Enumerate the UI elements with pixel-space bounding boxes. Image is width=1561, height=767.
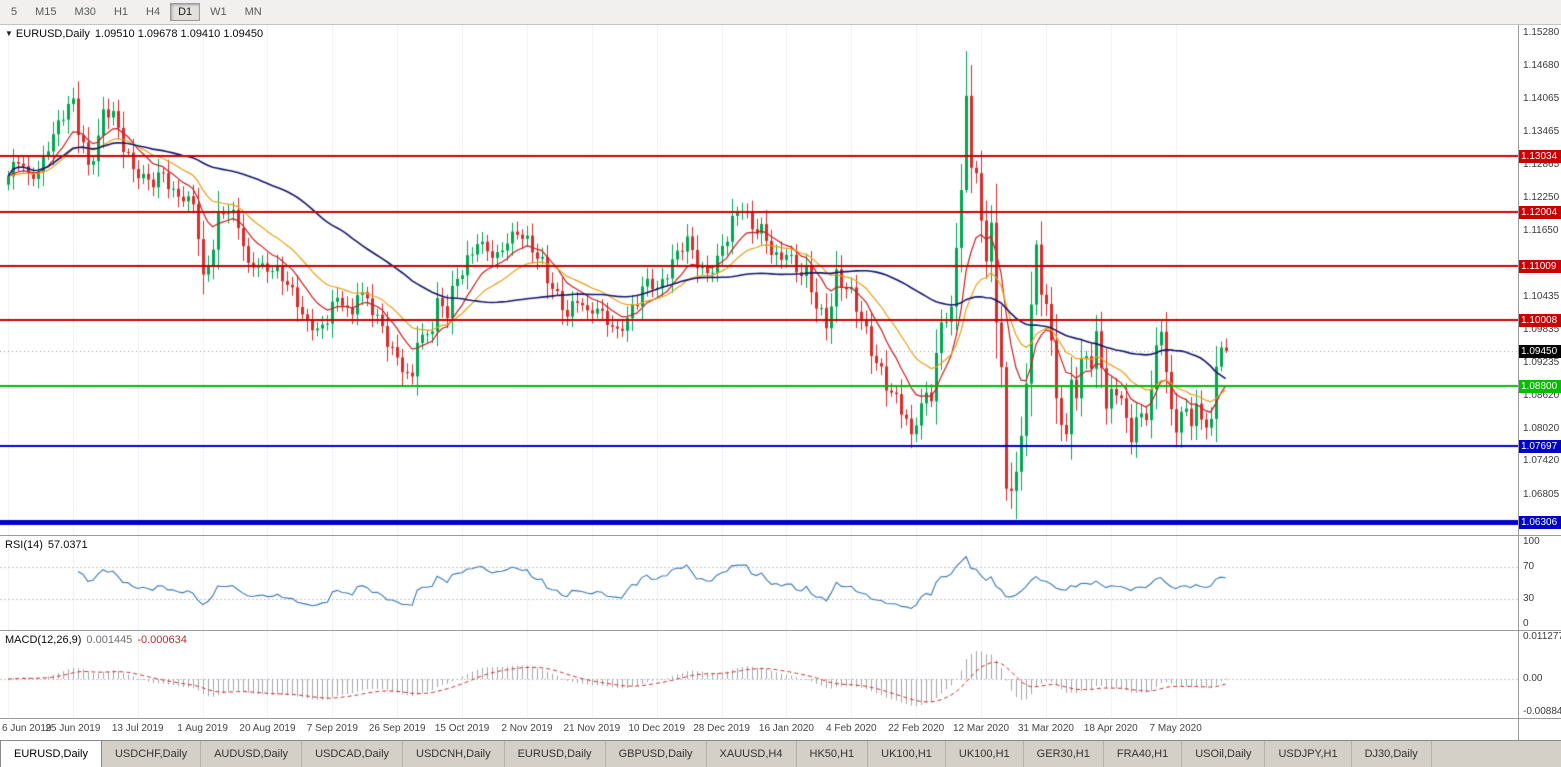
level-price-tag: 1.12004: [1519, 205, 1561, 219]
symbol-tab-audusd-daily[interactable]: AUDUSD,Daily: [201, 741, 303, 767]
panel-separator: [0, 718, 1561, 719]
rsi-tick-label: 100: [1523, 536, 1540, 547]
rsi-panel: RSI(14) 57.0371: [0, 536, 1518, 630]
macd-name: MACD(12,26,9): [5, 634, 82, 646]
date-label: 10 Dec 2019: [628, 723, 686, 734]
timeframe-button-m15[interactable]: M15: [35, 6, 57, 18]
price-tick-label: 1.06805: [1523, 488, 1560, 500]
date-label: 6 Jun 2019: [2, 723, 52, 734]
date-label: 13 Jul 2019: [111, 723, 164, 734]
rsi-tick-label: 30: [1523, 593, 1535, 605]
macd-tick-label: 0.011277: [1523, 631, 1561, 642]
level-price-tag: 1.11009: [1519, 259, 1561, 273]
symbol-tab-uk100-h1[interactable]: UK100,H1: [945, 741, 1024, 767]
rsi-tick-label: 70: [1523, 560, 1535, 572]
timeframe-button-w1[interactable]: W1: [210, 6, 227, 18]
level-price-tag: 1.13034: [1519, 149, 1561, 163]
main-chart-panel: ▼ EURUSD,Daily 1.09510 1.09678 1.09410 1.0…: [0, 25, 1518, 535]
chart-title: ▼ EURUSD,Daily 1.09510 1.09678 1.09410 1.0…: [5, 28, 263, 40]
symbol-tab-hk50-h1[interactable]: HK50,H1: [796, 741, 869, 767]
price-tick-label: 1.11650: [1523, 224, 1559, 236]
current-price-tag: 1.09450: [1519, 344, 1561, 358]
date-label: 1 Aug 2019: [177, 723, 228, 734]
symbol-tab-ger30-h1[interactable]: GER30,H1: [1023, 741, 1104, 767]
symbol-tab-usoil-daily[interactable]: USOil,Daily: [1182, 741, 1266, 767]
rsi-value: 57.0371: [47, 539, 88, 551]
price-tick-label: 1.13465: [1523, 126, 1560, 138]
chart-tab-bar: EURUSD,Daily USDCHF,Daily AUDUSD,Daily USDC…: [0, 740, 1561, 767]
symbol-tab-usdchf-daily[interactable]: USDCHF,Daily: [101, 741, 202, 767]
symbol-tab-uk100-h1[interactable]: UK100,H1: [868, 741, 946, 767]
timeframe-button-d1[interactable]: D1: [170, 3, 201, 21]
price-tick-label: 1.12865: [1523, 158, 1560, 170]
rsi-canvas[interactable]: [0, 536, 1518, 630]
price-tick-label: 1.14065: [1523, 93, 1560, 105]
symbol-tab-eurusd-daily[interactable]: EURUSD,Daily: [0, 741, 102, 767]
macd-panel: MACD(12,26,9) 0.001445 -0.000634: [0, 631, 1518, 718]
date-label: 7 Sep 2019: [306, 723, 358, 734]
price-tick-label: 1.08620: [1523, 390, 1560, 402]
panel-separator[interactable]: [0, 535, 1561, 536]
symbol-tab-xauusd-h4[interactable]: XAUUSD,H4: [706, 741, 797, 767]
level-price-tag: 1.08800: [1519, 380, 1561, 394]
level-price-tag: 1.10008: [1519, 314, 1561, 328]
symbol-tab-eurusd-daily[interactable]: EURUSD,Daily: [504, 741, 606, 767]
date-label: 28 Dec 2019: [693, 723, 750, 734]
macd-main-value: 0.001445: [86, 634, 133, 646]
symbol-tab-usdcad-daily[interactable]: USDCAD,Daily: [302, 741, 404, 767]
level-price-tag: 1.06306: [1519, 516, 1561, 530]
price-tick-label: 1.09235: [1523, 356, 1560, 368]
macd-tick-label: 0.00: [1523, 673, 1543, 685]
price-tick-label: 1.12250: [1523, 192, 1560, 204]
macd-tick-label: -0.008845: [1523, 706, 1561, 717]
price-tick-label: 1.10435: [1523, 291, 1560, 303]
timeframe-button-h1[interactable]: H1: [113, 6, 128, 18]
timeframe-button-mn[interactable]: MN: [244, 6, 262, 18]
price-tick-label: 1.08020: [1523, 422, 1560, 434]
symbol-tab-fra40-h1[interactable]: FRA40,H1: [1103, 741, 1183, 767]
rsi-indicator-label: RSI(14) 57.0371: [5, 539, 88, 551]
rsi-name: RSI(14): [5, 539, 43, 551]
price-tick-label: 1.07420: [1523, 455, 1560, 467]
macd-indicator-label: MACD(12,26,9) 0.001445 -0.000634: [5, 634, 187, 646]
date-label: 12 Mar 2020: [952, 723, 1010, 734]
date-label: 4 Feb 2020: [825, 723, 877, 734]
macd-signal-value: -0.000634: [137, 634, 187, 646]
date-label: 18 Apr 2020: [1083, 723, 1138, 734]
symbol-tab-dj30-daily[interactable]: DJ30,Daily: [1351, 741, 1432, 767]
price-tick-label: 1.14680: [1523, 59, 1560, 71]
ohlc-values: 1.09510 1.09678 1.09410 1.09450: [94, 28, 264, 40]
timeframe-toolbar: 5 M15 M30 H1 H4 D1 W1 MN: [0, 0, 1561, 25]
date-label: 21 Nov 2019: [563, 723, 621, 734]
date-label: 20 Aug 2019: [239, 723, 296, 734]
date-label: 16 Jan 2020: [758, 723, 814, 734]
chart-menu-icon[interactable]: ▼: [5, 29, 13, 38]
date-label: 2 Nov 2019: [501, 723, 553, 734]
price-axis: 1.15280 1.14680 1.14065 1.13465 1.12865 1.122…: [1518, 25, 1561, 740]
rsi-tick-label: 0: [1523, 618, 1529, 629]
symbol-tab-gbpusd-daily[interactable]: GBPUSD,Daily: [605, 741, 707, 767]
date-label: 31 Mar 2020: [1017, 723, 1074, 734]
symbol-period-label: EURUSD,Daily: [15, 28, 90, 40]
macd-canvas[interactable]: [0, 631, 1518, 718]
symbol-tab-usdcnh-daily[interactable]: USDCNH,Daily: [403, 741, 505, 767]
date-label: 15 Oct 2019: [434, 723, 490, 734]
price-tick-label: 1.15280: [1523, 27, 1560, 39]
date-label: 25 Jun 2019: [45, 723, 101, 734]
date-axis: 6 Jun 2019 25 Jun 2019 13 Jul 2019 1 Aug 20…: [0, 719, 1518, 740]
symbol-tab-usdjpy-h1[interactable]: USDJPY,H1: [1265, 741, 1352, 767]
date-label: 7 May 2020: [1149, 723, 1202, 734]
panel-separator[interactable]: [0, 630, 1561, 631]
timeframe-button-m30[interactable]: M30: [74, 6, 96, 18]
level-price-tag: 1.07697: [1519, 440, 1561, 454]
date-label: 22 Feb 2020: [888, 723, 945, 734]
date-label: 26 Sep 2019: [368, 723, 426, 734]
timeframe-button-5[interactable]: 5: [11, 6, 18, 18]
price-tick-label: 1.09835: [1523, 323, 1560, 335]
main-chart-canvas[interactable]: [0, 25, 1518, 535]
timeframe-button-h4[interactable]: H4: [146, 6, 161, 18]
